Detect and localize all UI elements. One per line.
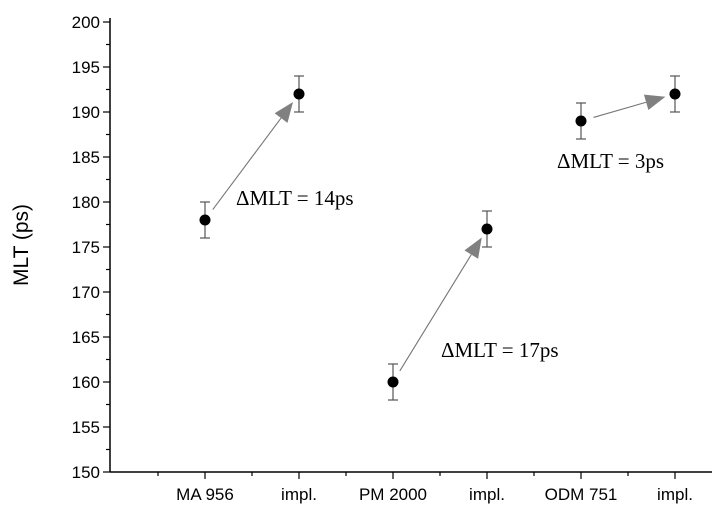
y-axis-label: MLT (ps) xyxy=(10,204,33,286)
y-tick-label: 200 xyxy=(72,13,100,32)
delta-mlt-label: ΔMLT = 17ps xyxy=(441,338,559,362)
data-point xyxy=(669,75,681,113)
arrow-shaft xyxy=(399,254,472,372)
arrow-head xyxy=(274,102,294,123)
delta-mlt-label: ΔMLT = 3ps xyxy=(557,149,664,173)
y-tick-label: 195 xyxy=(72,58,100,77)
data-point xyxy=(293,75,305,113)
y-tick-label: 165 xyxy=(72,328,100,347)
y-axis-ticks: 150 155 160 165 170 175 180 185 190 195 200 xyxy=(72,13,110,482)
data-point xyxy=(575,102,587,140)
x-axis-ticks: MA 956 impl. PM 2000 impl. ODM 751 impl. xyxy=(157,472,693,504)
y-tick-label: 170 xyxy=(72,283,100,302)
data-marker xyxy=(669,88,681,100)
data-point xyxy=(199,201,211,239)
x-tick-label: MA 956 xyxy=(176,485,234,504)
data-marker xyxy=(387,376,399,388)
data-points xyxy=(199,75,681,401)
delta-arrow xyxy=(399,237,482,372)
arrow-shaft xyxy=(212,117,282,210)
x-tick-label: impl. xyxy=(281,485,317,504)
arrow-head xyxy=(464,237,482,259)
x-tick-label: PM 2000 xyxy=(359,485,427,504)
y-tick-label: 180 xyxy=(72,193,100,212)
data-marker xyxy=(199,214,211,226)
y-tick-label: 150 xyxy=(72,463,100,482)
data-marker xyxy=(481,223,493,235)
delta-arrows xyxy=(212,94,666,372)
delta-arrow xyxy=(593,94,666,118)
data-point xyxy=(387,363,399,401)
y-tick-label: 190 xyxy=(72,103,100,122)
data-point xyxy=(481,210,493,248)
y-tick-label: 155 xyxy=(72,418,100,437)
y-tick-label: 160 xyxy=(72,373,100,392)
x-tick-label: ODM 751 xyxy=(545,485,618,504)
y-tick-label: 185 xyxy=(72,148,100,167)
x-tick-label: impl. xyxy=(469,485,505,504)
data-marker xyxy=(575,115,587,127)
data-marker xyxy=(293,88,305,100)
arrow-shaft xyxy=(593,101,647,118)
delta-arrow xyxy=(212,102,294,210)
x-tick-label: impl. xyxy=(657,485,693,504)
delta-mlt-label: ΔMLT = 14ps xyxy=(236,186,354,210)
arrow-head xyxy=(643,94,666,110)
y-tick-label: 175 xyxy=(72,238,100,257)
annotation-labels: ΔMLT = 14ps ΔMLT = 17ps ΔMLT = 3ps xyxy=(236,149,664,362)
